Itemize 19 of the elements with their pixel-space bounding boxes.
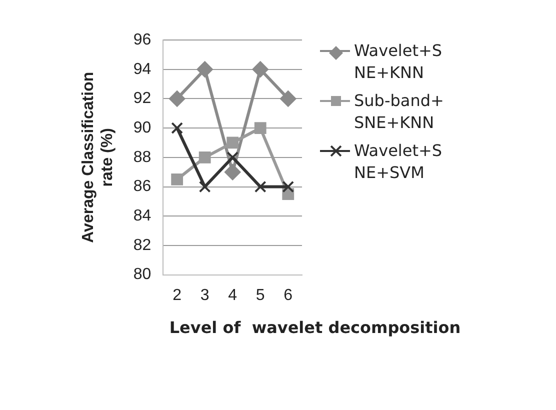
legend-label: Wavelet+SNE+KNN bbox=[354, 40, 444, 84]
x-tick-label: 4 bbox=[228, 286, 238, 304]
x-tick-label: 2 bbox=[172, 286, 182, 304]
y-tick-label: 88 bbox=[133, 148, 152, 166]
y-tick-label: 82 bbox=[133, 236, 152, 254]
y-tick-label: 94 bbox=[133, 60, 152, 78]
legend-label: Sub-band+SNE+KNN bbox=[354, 90, 445, 134]
y-tick-label: 84 bbox=[133, 208, 152, 225]
x-tick-label: 6 bbox=[284, 286, 293, 304]
legend-label: Wavelet+SNE+SVM bbox=[354, 140, 444, 184]
y-tick-label: 86 bbox=[133, 178, 152, 196]
y-tick-label: 90 bbox=[133, 119, 152, 136]
x-axis-title: Level of wavelet decomposition bbox=[168, 318, 462, 337]
x-tick-label: 3 bbox=[200, 286, 210, 304]
y-tick-label: 96 bbox=[133, 31, 152, 48]
y-tick-label: 92 bbox=[133, 90, 152, 108]
y-axis-title: Average Classification rate (%) bbox=[80, 72, 116, 243]
y-tick-label: 80 bbox=[133, 266, 152, 284]
x-tick-label: 5 bbox=[256, 286, 265, 304]
